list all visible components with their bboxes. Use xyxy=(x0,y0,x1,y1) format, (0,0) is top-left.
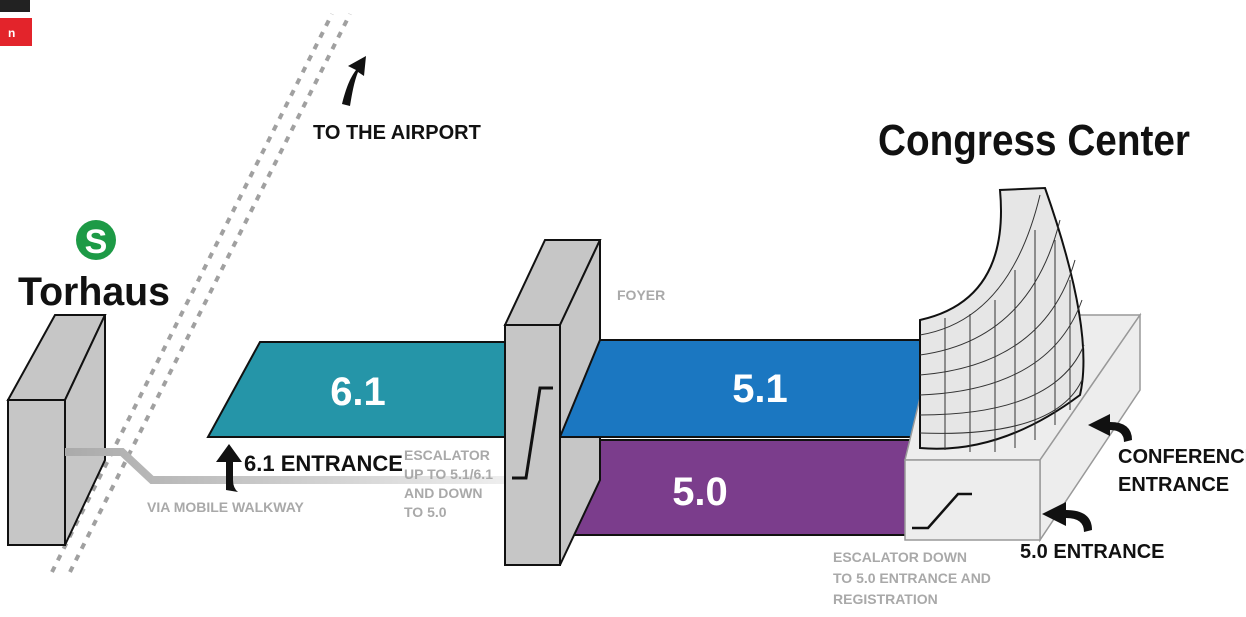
entrance-arrow xyxy=(1088,414,1132,442)
corner-tag[interactable] xyxy=(0,18,32,46)
sbahn-letter: S xyxy=(85,223,108,261)
corner-block xyxy=(0,0,30,12)
foyer-label: FOYER xyxy=(617,287,665,303)
corner-tag-text: n xyxy=(8,26,15,40)
walkway-label: VIA MOBILE WALKWAY xyxy=(147,499,305,515)
level-label: 5.0 xyxy=(672,470,728,514)
level-label: 5.1 xyxy=(732,367,788,411)
escalator-note: ESCALATOR UP TO 5.1/6.1 AND DOWN TO 5.0 xyxy=(404,447,497,520)
level-5-0[interactable] xyxy=(559,439,921,536)
entrance-arrow xyxy=(1042,502,1092,532)
track xyxy=(50,13,334,573)
level-label: 6.1 xyxy=(330,370,386,414)
sbahn-logo xyxy=(76,220,116,260)
track xyxy=(68,13,352,573)
station-label: Torhaus xyxy=(18,270,170,314)
building-front xyxy=(7,399,66,546)
walkway xyxy=(65,448,505,484)
tower xyxy=(919,186,1085,452)
airport-arrow xyxy=(342,56,366,106)
escalator-icon xyxy=(512,386,553,480)
entrance-label: 5.0 ENTRANCE xyxy=(1020,541,1164,563)
entrance-arrow xyxy=(216,444,242,492)
escalator-down-note: ESCALATOR DOWN TO 5.0 ENTRANCE AND REGIS… xyxy=(833,549,995,607)
airport-label: TO THE AIRPORT xyxy=(313,122,481,144)
conference-entrance-label: CONFERENCE ENTRANCE xyxy=(1118,446,1246,496)
building-title: Congress Center xyxy=(878,116,1190,165)
escalator-icon xyxy=(912,492,972,530)
center-base-front xyxy=(904,459,1041,541)
entrance-label: 6.1 ENTRANCE xyxy=(244,451,403,476)
